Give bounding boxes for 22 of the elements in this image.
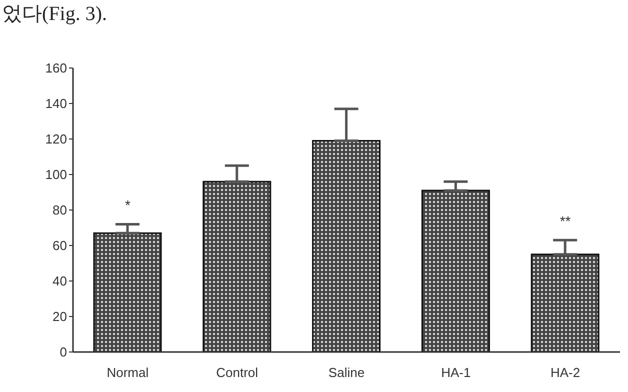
y-tick-label: 80 [52,202,67,218]
x-tick-label: Control [216,365,258,380]
y-tick-label: 100 [45,167,67,182]
y-tick-label: 140 [45,96,67,112]
annotation: * [124,197,131,214]
text: 었다(Fig. 3). [2,2,107,27]
x-tick-label: Normal [106,365,149,380]
bar [421,190,490,352]
y-tick-label: 0 [60,344,67,360]
bar [202,180,272,352]
x-tick-label: HA-2 [550,365,580,380]
y-tick-label: 160 [45,60,67,76]
x-tick-label: Saline [328,365,365,380]
y-tick-label: 20 [52,309,67,324]
y-tick-label: 120 [45,132,67,147]
bar [93,232,162,352]
bar [312,140,381,352]
y-tick-label: 60 [52,238,67,254]
bar [530,254,600,352]
annotation: ** [560,213,572,230]
x-tick-label: HA-1 [441,365,471,380]
y-tick-label: 40 [52,274,67,289]
